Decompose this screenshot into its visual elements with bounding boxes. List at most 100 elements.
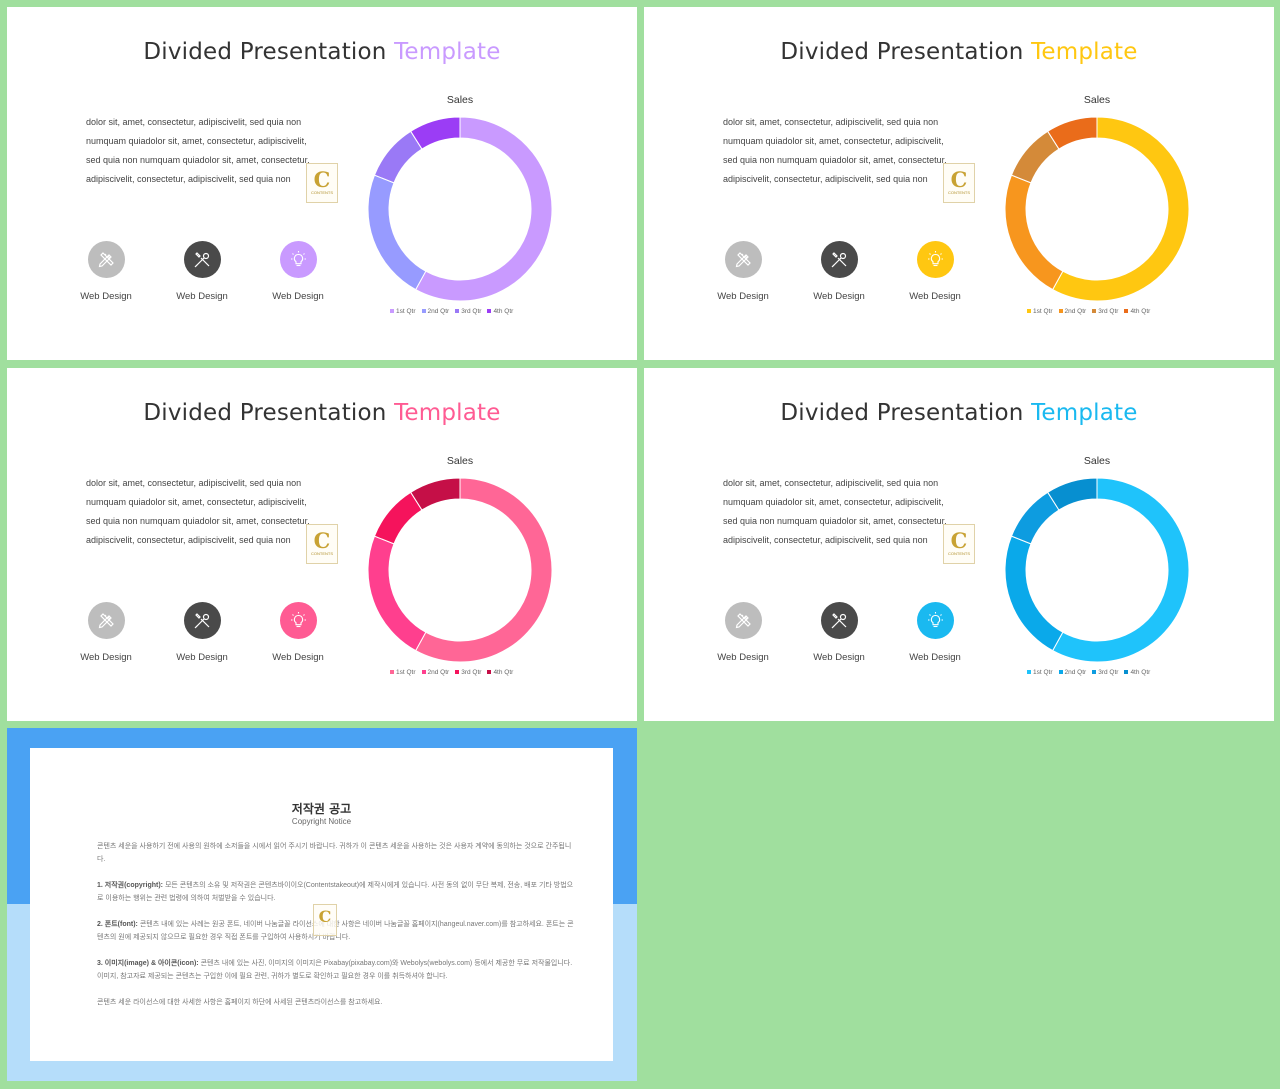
title-accent: Template: [394, 400, 501, 426]
pencil-ruler-icon: [724, 602, 762, 639]
feature-item: Web Design: [809, 602, 869, 663]
slide-title: Divided Presentation Template: [7, 39, 637, 65]
donut-slice-3: [1010, 130, 1060, 184]
chart-legend: 1st Qtr 2nd Qtr 3rd Qtr 4th Qtr: [1027, 308, 1156, 315]
feature-label: Web Design: [813, 652, 865, 663]
slide-title: Divided Presentation Template: [644, 39, 1274, 65]
donut-slice-4: [1047, 116, 1098, 150]
donut-slice-3: [373, 491, 423, 545]
donut-chart: [1004, 477, 1190, 663]
notice-paragraph: 콘텐츠 세운 라이선스에 대한 사세한 사항은 홈페이지 하단에 사세된 콘텐츠…: [97, 999, 383, 1006]
donut-slice-2: [1004, 535, 1064, 652]
legend-item: 3rd Qtr: [455, 669, 481, 676]
chart-legend: 1st Qtr 2nd Qtr 3rd Qtr 4th Qtr: [390, 308, 519, 315]
legend-swatch: [455, 309, 460, 314]
body-paragraph: dolor sit, amet, consectetur, adipiscive…: [86, 478, 310, 545]
legend-item: 3rd Qtr: [1092, 669, 1118, 676]
donut-slice-1: [1051, 477, 1190, 663]
chart-legend: 1st Qtr 2nd Qtr 3rd Qtr 4th Qtr: [1027, 669, 1156, 676]
legend-label: 3rd Qtr: [461, 669, 482, 676]
donut-chart: [367, 477, 553, 663]
legend-label: 2nd Qtr: [427, 669, 450, 676]
legend-item: 4th Qtr: [1124, 669, 1150, 676]
legend-swatch: [1027, 670, 1031, 675]
tools-icon: [183, 602, 221, 639]
notice-paragraph: 콘텐츠 세운을 사용하기 전에 사용의 원하에 소저들을 시에서 읽어 주시기 …: [97, 843, 572, 863]
legend-swatch: [1124, 670, 1129, 675]
notice-paragraph: 1. 저작권(copyright): 모든 콘텐츠의 소유 및 저작권은 콘텐츠…: [97, 882, 574, 902]
slide-title: Divided Presentation Template: [7, 400, 637, 426]
feature-label: Web Design: [909, 291, 961, 302]
slide-purple: Divided Presentation Template dolor sit, …: [7, 7, 637, 360]
legend-swatch: [487, 309, 492, 314]
logo-text: CONTENTS: [311, 190, 333, 195]
legend-label: 3rd Qtr: [1098, 669, 1119, 676]
lightbulb-icon: [279, 602, 317, 639]
title-main: Divided Presentation: [143, 400, 387, 426]
feature-label: Web Design: [80, 291, 132, 302]
legend-item: 1st Qtr: [390, 669, 416, 676]
chart-title: Sales: [1083, 455, 1111, 467]
feature-label: Web Design: [176, 291, 228, 302]
feature-label: Web Design: [272, 652, 324, 663]
legend-label: 4th Qtr: [493, 669, 514, 676]
chart-legend: 1st Qtr 2nd Qtr 3rd Qtr 4th Qtr: [390, 669, 519, 676]
legend-item: 2nd Qtr: [421, 669, 450, 676]
legend-swatch: [1092, 309, 1097, 314]
donut-slice-1: [414, 477, 553, 663]
legend-swatch: [487, 670, 492, 675]
tools-icon: [820, 602, 858, 639]
notice-body: 콘텐츠 세운을 사용하기 전에 사용의 원하에 소저들을 시에서 읽어 주시기 …: [97, 840, 577, 1022]
donut-slice-1: [1051, 116, 1190, 302]
logo-text: CONTENTS: [311, 551, 333, 556]
chart-title: Sales: [446, 94, 474, 106]
tools-icon: [820, 241, 858, 278]
donut-slice-4: [410, 116, 461, 150]
legend-label: 4th Qtr: [493, 308, 514, 315]
feature-label: Web Design: [176, 652, 228, 663]
feature-item: Web Design: [713, 602, 773, 663]
notice-paragraph: 3. 이미지(image) & 아이콘(icon): 콘텐츠 내에 있는 사진,…: [97, 960, 573, 980]
notice-title: 저작권 공고: [291, 802, 352, 816]
lightbulb-icon: [279, 241, 317, 278]
notice-subtitle: Copyright Notice: [291, 817, 352, 826]
donut-slice-1: [414, 116, 553, 302]
donut-slice-2: [1004, 174, 1064, 291]
donut-chart: [1004, 116, 1190, 302]
legend-item: 3rd Qtr: [455, 308, 481, 315]
logo-letter: C: [950, 528, 968, 553]
feature-item: Web Design: [172, 602, 232, 663]
legend-item: 3rd Qtr: [1092, 308, 1118, 315]
feature-item: Web Design: [809, 241, 869, 302]
logo-letter: C: [313, 528, 331, 553]
feature-label: Web Design: [272, 291, 324, 302]
legend-item: 4th Qtr: [1124, 308, 1150, 315]
legend-label: 3rd Qtr: [1098, 308, 1119, 315]
title-accent: Template: [394, 39, 501, 65]
legend-swatch: [1058, 309, 1063, 314]
legend-item: 2nd Qtr: [421, 308, 449, 315]
donut-chart: [367, 116, 553, 302]
feature-label: Web Design: [717, 291, 769, 302]
legend-item: 4th Qtr: [487, 308, 513, 315]
notice-logo-letter: C: [318, 907, 332, 926]
legend-label: 4th Qtr: [1130, 669, 1151, 676]
feature-label: Web Design: [909, 652, 961, 663]
tools-icon: [183, 241, 221, 278]
legend-swatch: [455, 670, 460, 675]
legend-swatch: [1027, 309, 1031, 314]
donut-slice-3: [373, 130, 423, 184]
logo-letter: C: [313, 167, 331, 192]
notice-paragraph: 2. 폰트(font): 콘텐츠 내에 있는 사례는 원공 폰트, 네이버 나눔…: [97, 921, 574, 941]
feature-item: Web Design: [905, 241, 965, 302]
contents-logo: C CONTENTS: [943, 524, 975, 564]
legend-item: 4th Qtr: [487, 669, 513, 676]
feature-item: Web Design: [268, 241, 328, 302]
legend-item: 1st Qtr: [390, 308, 416, 315]
legend-swatch: [421, 670, 426, 675]
legend-label: 3rd Qtr: [461, 308, 482, 315]
legend-swatch: [1124, 309, 1129, 314]
logo-text: CONTENTS: [948, 190, 970, 195]
legend-label: 1st Qtr: [1033, 669, 1053, 676]
legend-item: 1st Qtr: [1027, 669, 1053, 676]
